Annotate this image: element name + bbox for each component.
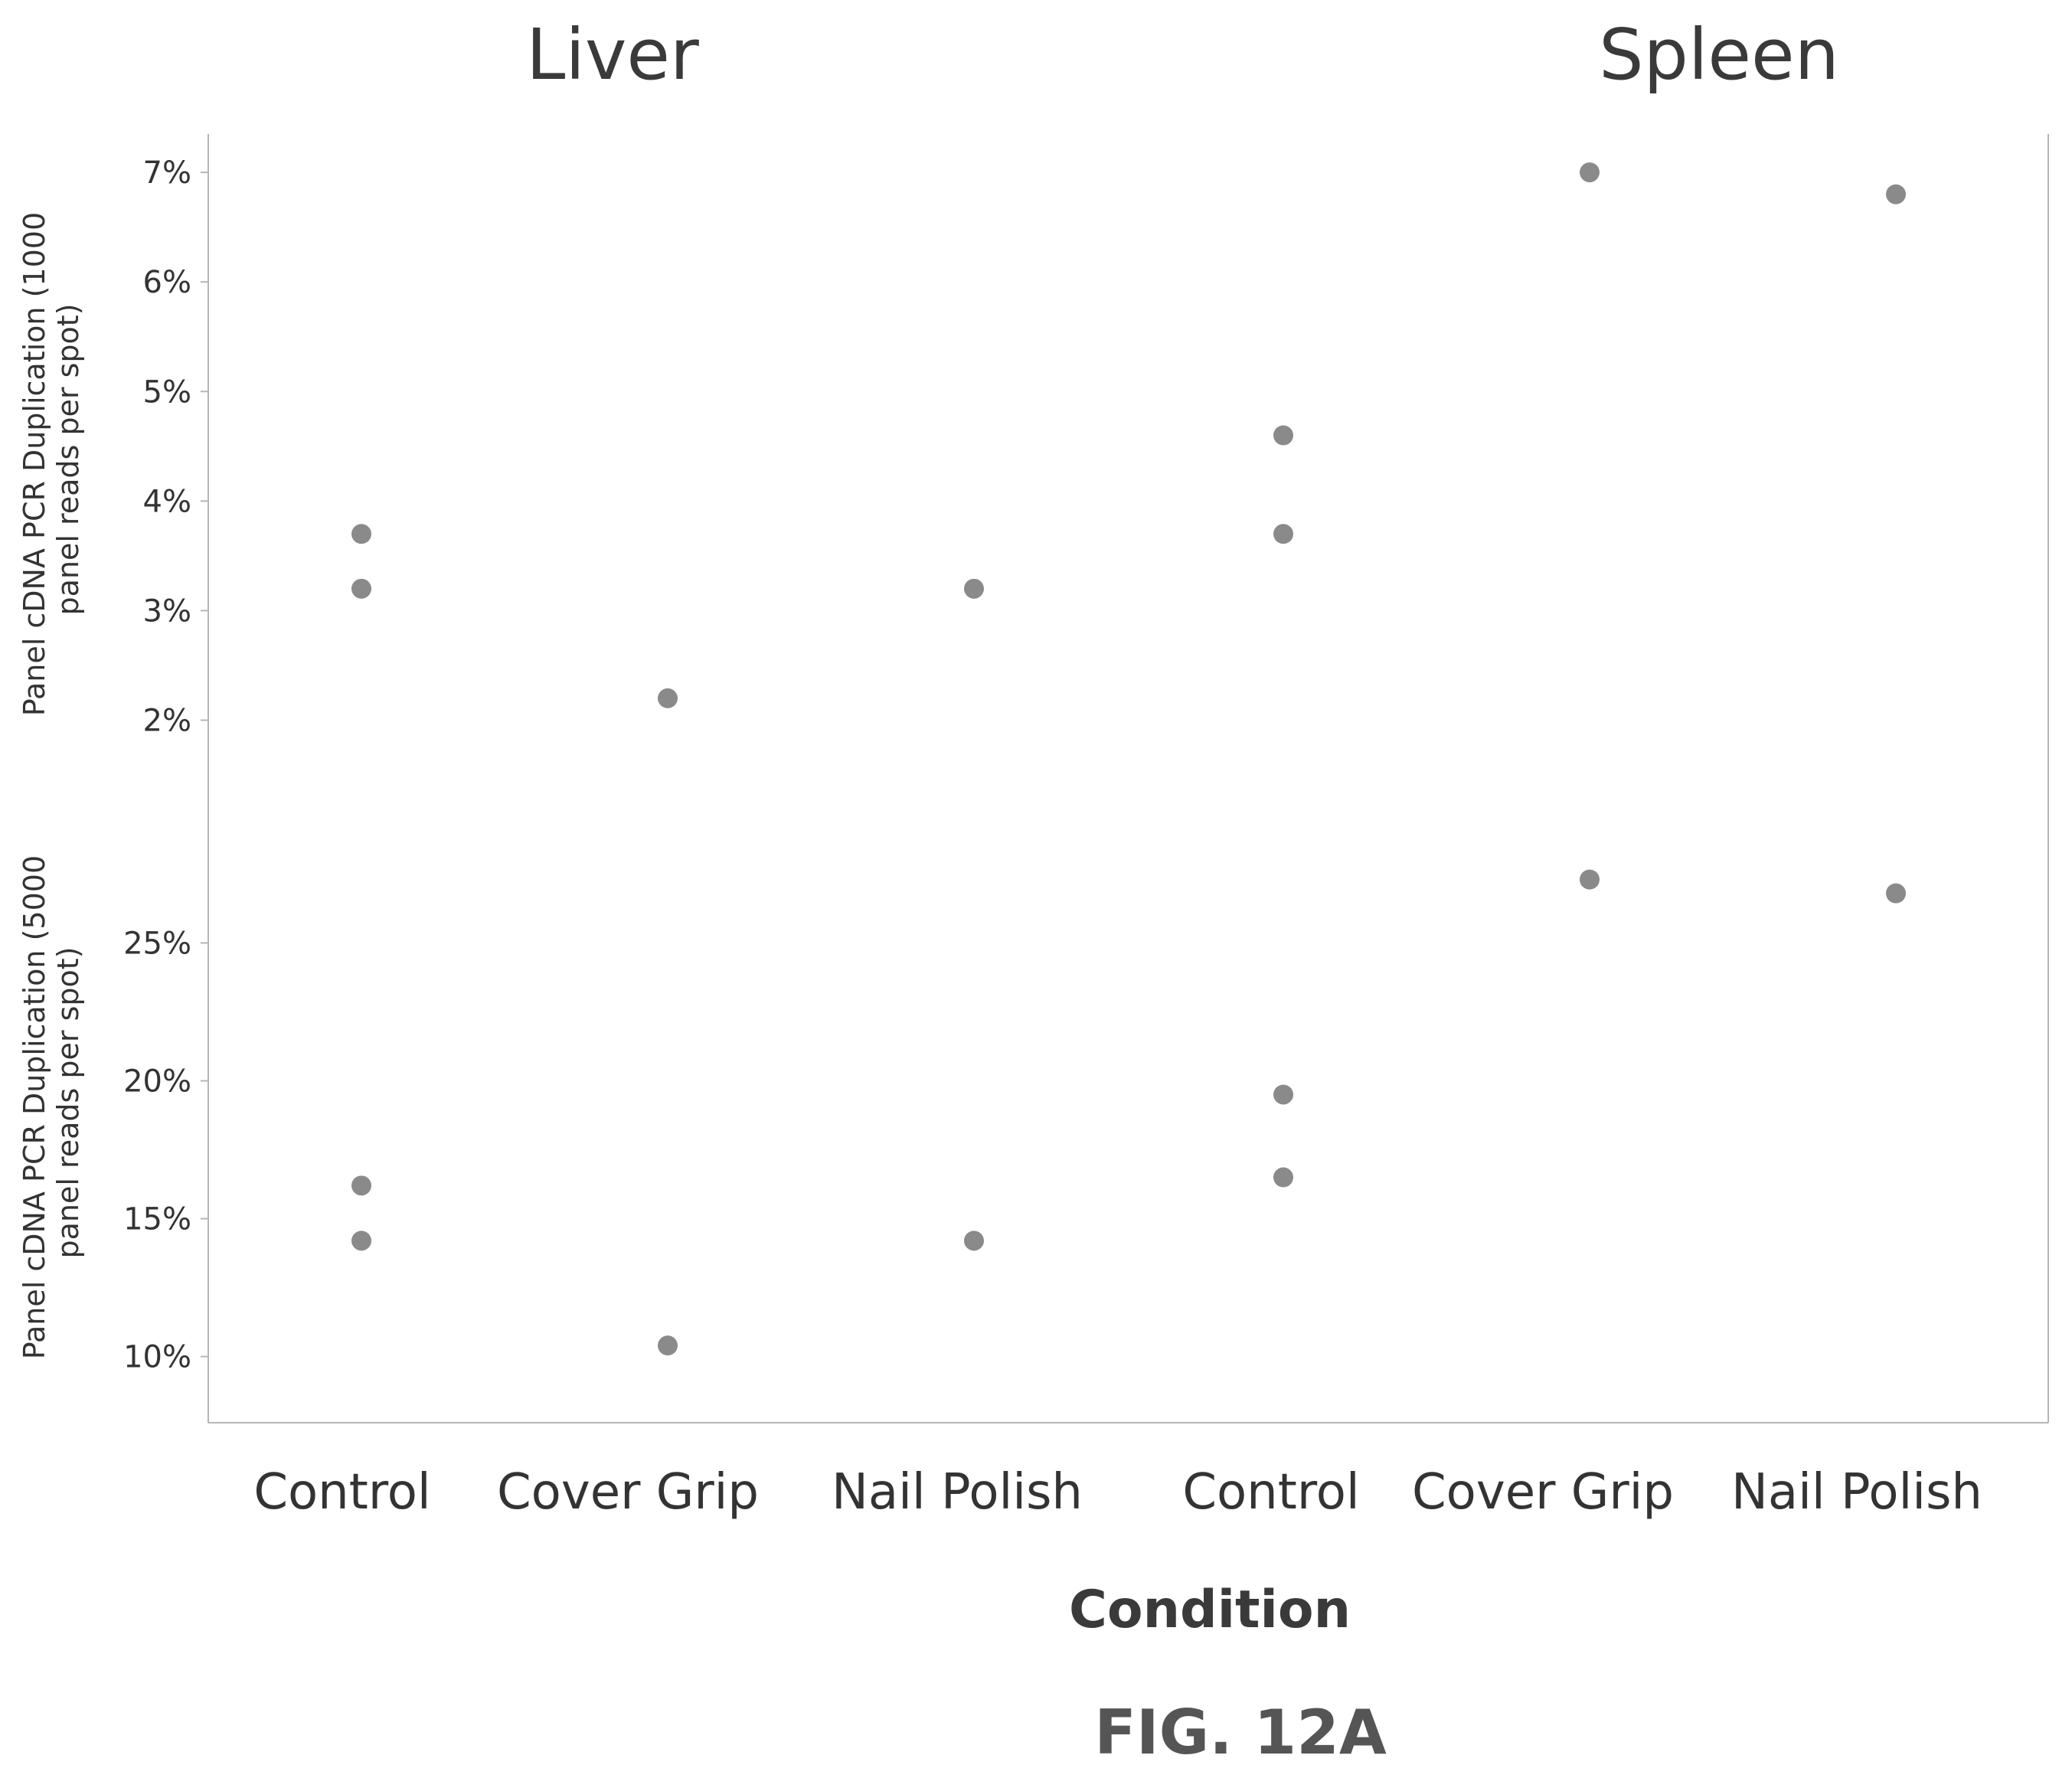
data-point	[351, 578, 371, 599]
data-points	[351, 162, 1906, 1356]
data-point	[1886, 184, 1906, 204]
data-point	[351, 1231, 371, 1251]
x-category-spleen-nail-polish: Nail Polish	[1731, 1464, 1982, 1521]
y-tick-label: 3%	[143, 593, 191, 629]
x-axis-label: Condition	[1069, 1580, 1351, 1640]
data-point	[1580, 162, 1600, 183]
data-point	[351, 524, 371, 544]
data-point	[1273, 425, 1293, 446]
x-category-liver-nail-polish: Nail Polish	[832, 1464, 1083, 1521]
data-point	[658, 1335, 678, 1356]
y-tick-label: 25%	[123, 926, 191, 961]
y-tick-label: 20%	[123, 1064, 191, 1099]
data-point	[1273, 1084, 1293, 1105]
x-category-liver-control: Control	[253, 1464, 430, 1521]
y-axis-label-top-line1: Panel cDNA PCR Duplication (1000	[18, 212, 51, 716]
data-point	[1886, 883, 1906, 904]
y-tick-label: 15%	[123, 1202, 191, 1237]
y-tick-label: 10%	[123, 1340, 191, 1375]
data-point	[964, 578, 984, 599]
y-tick-label: 2%	[143, 704, 191, 739]
x-category-liver-cover-grip: Cover Grip	[497, 1464, 759, 1521]
y-axis-label-top: Panel cDNA PCR Duplication (1000 panel r…	[18, 203, 85, 716]
data-point	[1273, 1167, 1293, 1188]
x-category-spleen-control: Control	[1182, 1464, 1359, 1521]
figure-caption: FIG. 12A	[1094, 1697, 1387, 1765]
facet-title-spleen: Spleen	[1599, 14, 1839, 96]
y-axis-label-bottom: Panel cDNA PCR Duplication (5000 panel r…	[18, 846, 85, 1359]
y-tick-label: 6%	[143, 265, 191, 300]
data-point	[351, 1175, 371, 1196]
data-point	[964, 1231, 984, 1251]
y-tick-label: 5%	[143, 374, 191, 410]
y-axis-label-bottom-line1: Panel cDNA PCR Duplication (5000	[18, 855, 51, 1359]
y-axis-label-top-line2: panel reads per spot)	[51, 303, 85, 615]
y-tick-label: 4%	[143, 484, 191, 519]
data-point	[1580, 869, 1600, 890]
y-axis-label-bottom-line2: panel reads per spot)	[51, 946, 85, 1258]
data-point	[1273, 524, 1293, 544]
facet-title-liver: Liver	[526, 14, 699, 96]
x-category-spleen-cover-grip: Cover Grip	[1412, 1464, 1674, 1521]
y-tick-label: 7%	[143, 155, 191, 191]
data-point	[658, 688, 678, 708]
axes	[208, 134, 2049, 1423]
y-ticks: 7% 6% 5% 4% 3% 2% 25% 20% 15% 10%	[123, 155, 208, 1375]
